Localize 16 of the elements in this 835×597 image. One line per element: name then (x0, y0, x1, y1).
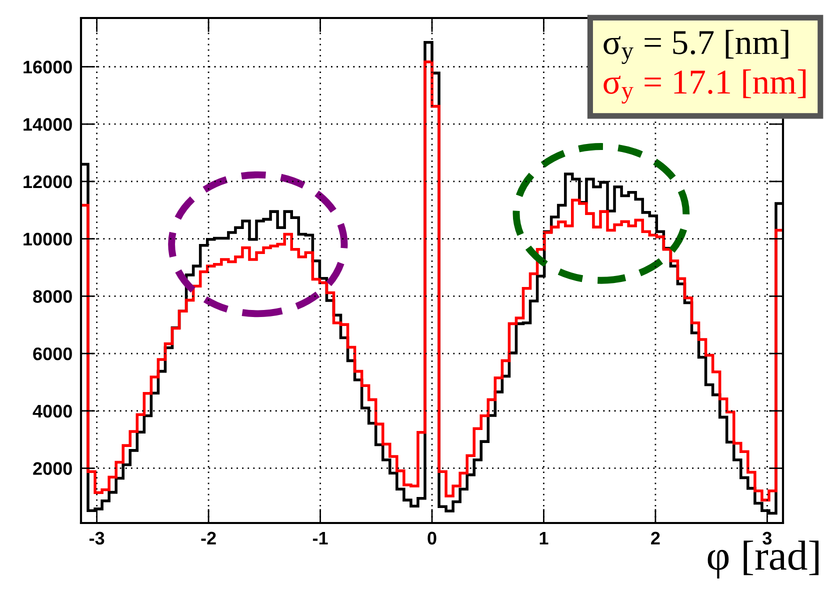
y-tick-label: 14000 (24, 118, 72, 131)
y-tick-label: 16000 (24, 60, 72, 74)
x-tick-label: 1 (540, 532, 548, 544)
x-tick-label: 2 (651, 532, 660, 544)
x-tick-label: -2 (201, 532, 216, 544)
x-tick-label: 0 (428, 532, 436, 545)
y-tick-label: 6000 (33, 347, 72, 360)
y-tick-label: 2000 (33, 462, 72, 475)
y-tick-label: 4000 (32, 404, 72, 418)
legend-label: σ$_{y}$ = 5.7 [nm] (604, 30, 788, 64)
y-tick-label: 8000 (33, 290, 72, 303)
y-tick-label: 12000 (24, 175, 72, 188)
x-tick-label: -1 (312, 532, 328, 544)
y-tick-label: 10000 (24, 232, 72, 246)
x-tick-label: -3 (90, 532, 104, 545)
text: σ$_{y}$ = 17.1 [nm] (604, 69, 806, 104)
